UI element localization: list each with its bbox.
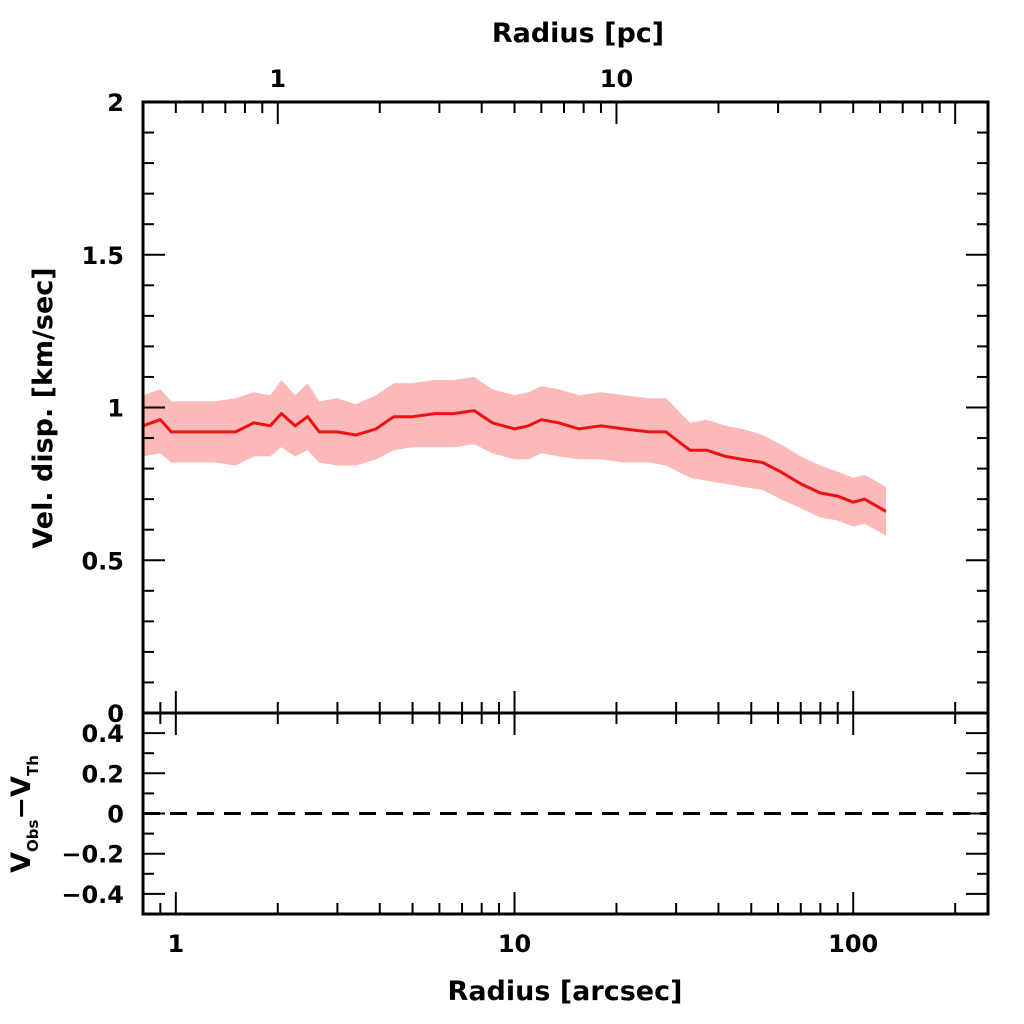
tick-marks-layer (142, 101, 988, 915)
error-band-layer (143, 376, 886, 536)
main-y-tick-label: 0.5 (81, 547, 124, 575)
residual-panel-frame (141, 711, 990, 916)
x-tick-label: 10 (498, 930, 531, 958)
y-axis-title: Vel. disp. [km/sec] (28, 267, 59, 548)
top-axis-title: Radius [pc] (492, 18, 664, 49)
top-x-tick-label: 10 (600, 65, 633, 93)
x-tick-label: 1 (167, 930, 184, 958)
residual-y-axis-title: VObs−VTh (6, 755, 42, 873)
top-x-tick-label: 1 (269, 65, 286, 93)
main-y-tick-label: 2 (107, 89, 124, 117)
main-y-tick-label: 1 (107, 395, 124, 423)
residual-y-tick-label: 0.2 (81, 760, 124, 788)
x-axis-title: Radius [arcsec] (448, 976, 683, 1007)
data-line-layer (142, 409, 887, 513)
main-y-tick-label: 0 (107, 700, 124, 728)
error-band-0 (143, 376, 886, 536)
velocity-dispersion-line-0 (142, 409, 887, 513)
residual-y-tick-label: 0 (107, 801, 124, 829)
x-tick-label: 100 (828, 930, 878, 958)
main-y-tick-label: 1.5 (81, 242, 124, 270)
residual-y-tick-label: 0.4 (81, 720, 124, 748)
residual-y-tick-label: −0.2 (61, 841, 124, 869)
residual-y-tick-label: −0.4 (61, 881, 124, 909)
